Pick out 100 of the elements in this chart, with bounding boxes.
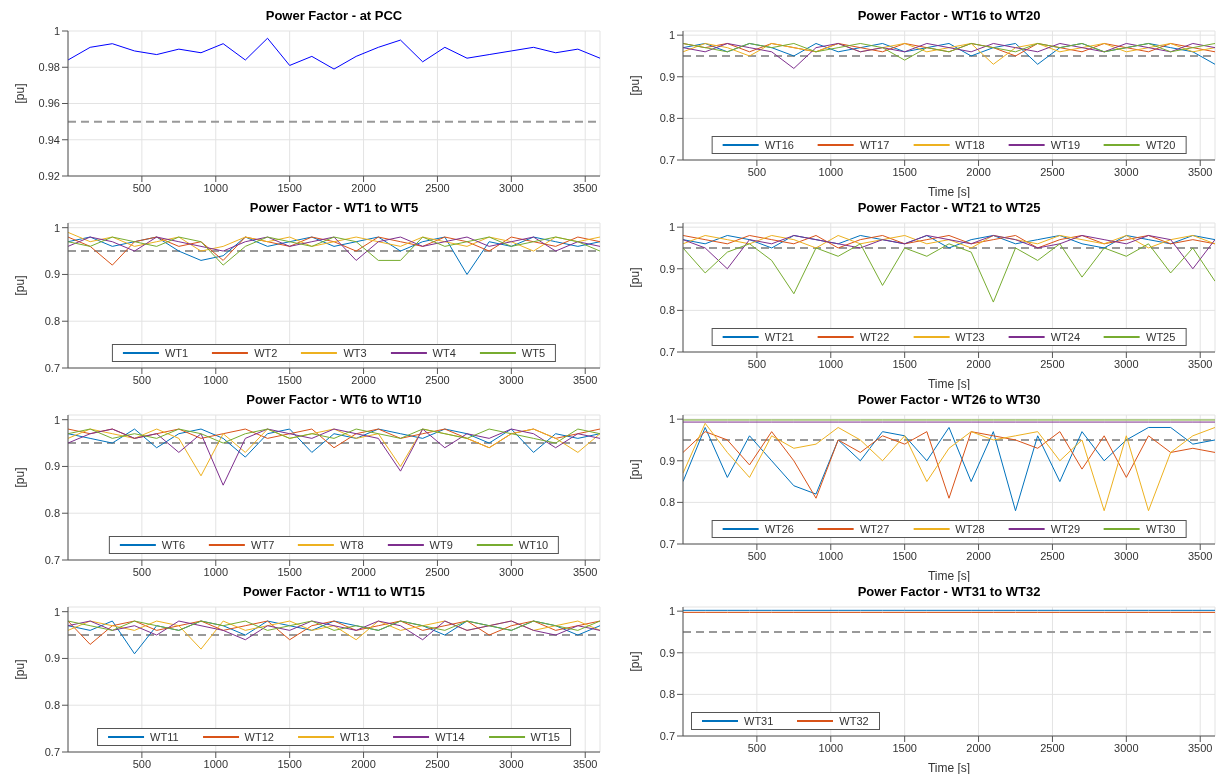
x-tick-label: 500 (747, 357, 767, 370)
y-tick-label: 1 (53, 413, 60, 426)
y-tick-label: 0.7 (659, 729, 675, 742)
legend-label: WT7 (251, 538, 275, 552)
legend-label: WT15 (530, 730, 560, 744)
x-tick-label: 2500 (425, 757, 450, 770)
x-tick-label: 1000 (203, 373, 229, 386)
y-tick-label: 0.9 (659, 262, 675, 275)
y-tick-label: 1 (53, 24, 60, 37)
x-tick-label: 2500 (1040, 741, 1065, 754)
x-tick-label: 3500 (1187, 741, 1213, 754)
line-series (68, 428, 600, 486)
x-tick-label: 2500 (1040, 165, 1065, 178)
x-tick-label: 2000 (966, 357, 991, 370)
y-tick-label: 0.7 (44, 361, 60, 374)
y-tick-label: 0.9 (659, 454, 675, 467)
x-tick-label: 500 (132, 757, 152, 770)
x-tick-label: 2000 (351, 181, 376, 194)
legend-label: WT11 (150, 730, 179, 744)
chart-title: Power Factor - WT26 to WT30 (856, 392, 1042, 408)
x-tick-label: 2000 (966, 741, 991, 754)
legend-label: WT19 (1050, 138, 1081, 152)
line-series (68, 231, 600, 252)
line-series (68, 37, 600, 70)
y-axis-title: [pu] (13, 467, 28, 488)
y-axis-title: [pu] (628, 267, 643, 288)
x-axis-title: Time [s] (927, 185, 971, 199)
legend-label: WT24 (1050, 330, 1081, 344)
x-tick-label: 3500 (1187, 357, 1213, 370)
legend-label: WT16 (764, 138, 794, 152)
y-tick-label: 0.96 (38, 97, 60, 110)
x-tick-label: 3000 (499, 181, 524, 194)
legend-label: WT10 (518, 538, 549, 552)
line-series (683, 234, 1215, 270)
line-series (68, 236, 600, 275)
x-tick-label: 1500 (892, 165, 917, 178)
x-tick-label: 2500 (425, 181, 450, 194)
x-tick-label: 2000 (351, 373, 376, 386)
y-tick-label: 0.8 (659, 304, 675, 317)
x-tick-label: 1500 (277, 373, 302, 386)
x-tick-label: 3500 (1187, 549, 1213, 562)
x-tick-label: 500 (132, 373, 152, 386)
y-axis-title: [pu] (13, 83, 28, 104)
legend-label: WT6 (161, 538, 186, 552)
legend-label: WT21 (764, 330, 794, 344)
x-tick-label: 2000 (966, 549, 991, 562)
legend-label: WT28 (955, 522, 985, 536)
x-axis-title: Time [s] (927, 761, 971, 775)
x-tick-label: 1000 (203, 757, 229, 770)
legend-label: WT4 (432, 346, 456, 360)
line-series (683, 234, 1215, 249)
x-axis-title: Time [s] (927, 569, 971, 583)
x-tick-label: 2500 (1040, 549, 1065, 562)
chart-title: Power Factor - WT21 to WT25 (856, 200, 1042, 216)
legend-label: WT9 (429, 538, 453, 552)
x-tick-label: 3000 (1114, 165, 1139, 178)
y-tick-label: 0.8 (659, 688, 675, 701)
legend-label: WT3 (343, 346, 367, 360)
x-tick-label: 1000 (818, 549, 844, 562)
x-tick-label: 1500 (277, 757, 302, 770)
x-tick-label: 500 (132, 565, 152, 578)
y-tick-label: 0.9 (44, 460, 60, 473)
x-tick-label: 2000 (351, 757, 376, 770)
x-tick-label: 3500 (572, 565, 598, 578)
x-tick-label: 1500 (892, 357, 917, 370)
y-tick-label: 0.7 (659, 537, 675, 550)
legend-label: WT22 (859, 330, 890, 344)
x-tick-label: 1000 (818, 741, 844, 754)
x-tick-label: 3000 (499, 373, 524, 386)
x-tick-label: 500 (747, 549, 767, 562)
x-tick-label: 3000 (1114, 549, 1139, 562)
y-tick-label: 0.8 (659, 112, 675, 125)
y-tick-label: 1 (53, 221, 60, 234)
y-axis-title: [pu] (13, 275, 28, 296)
chart-title: Power Factor - WT6 to WT10 (245, 392, 423, 408)
legend-label: WT14 (435, 730, 465, 744)
y-tick-label: 0.7 (44, 745, 60, 758)
y-tick-label: 0.7 (44, 553, 60, 566)
x-tick-label: 3500 (572, 181, 598, 194)
x-tick-label: 1500 (277, 565, 302, 578)
y-tick-label: 1 (668, 605, 675, 618)
y-tick-label: 0.8 (44, 315, 60, 328)
x-tick-label: 1000 (203, 565, 229, 578)
y-tick-label: 0.8 (44, 507, 60, 520)
x-tick-label: 2500 (425, 565, 450, 578)
legend-label: WT31 (744, 714, 774, 728)
x-tick-label: 1000 (818, 357, 844, 370)
x-tick-label: 3000 (499, 757, 524, 770)
legend-label: WT20 (1146, 138, 1176, 152)
line-series (68, 428, 600, 458)
x-tick-label: 500 (132, 181, 152, 194)
legend-label: WT32 (839, 714, 869, 728)
legend-label: WT12 (244, 730, 274, 744)
x-tick-label: 2000 (351, 565, 376, 578)
x-tick-label: 3500 (1187, 165, 1213, 178)
line-series (68, 428, 600, 444)
y-tick-label: 0.8 (44, 699, 60, 712)
chart-title: Power Factor - at PCC (264, 8, 404, 24)
legend-label: WT27 (859, 522, 890, 536)
legend-label: WT18 (955, 138, 985, 152)
